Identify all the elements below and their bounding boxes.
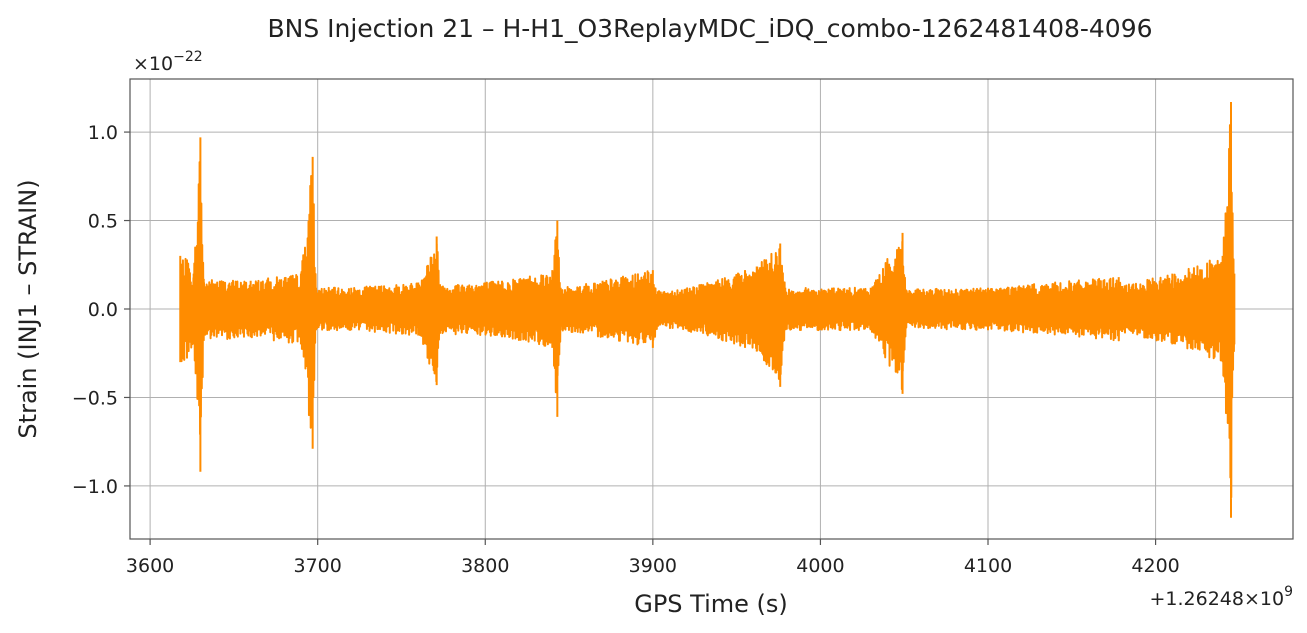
chart-title: BNS Injection 21 – H-H1_O3ReplayMDC_iDQ_…	[267, 14, 1152, 43]
y-axis-label: Strain (INJ1 – STRAIN)	[14, 179, 42, 438]
x-tick-label: 3800	[461, 555, 509, 577]
y-tick-label: −0.5	[72, 387, 118, 409]
signal-trace	[179, 102, 1236, 518]
x-offset-label: +1.26248×109	[1149, 584, 1293, 610]
x-tick-label: 3600	[126, 555, 174, 577]
x-tick-label: 4200	[1131, 555, 1179, 577]
x-tick-label: 3900	[629, 555, 677, 577]
x-tick-label: 4100	[964, 555, 1012, 577]
x-axis-label: GPS Time (s)	[634, 590, 788, 618]
y-scale-factor: ×10−22	[133, 49, 203, 75]
x-tick-label: 4000	[796, 555, 844, 577]
y-axis-ticks: 1.0 0.5 0.0 −0.5 −1.0	[72, 122, 130, 498]
x-tick-label: 3700	[294, 555, 342, 577]
x-axis-ticks: 3600 3700 3800 3900 4000 4100 4200	[126, 539, 1180, 577]
y-tick-label: 0.5	[88, 211, 118, 233]
strain-line	[179, 102, 1236, 518]
y-tick-label: 1.0	[88, 122, 118, 144]
y-tick-label: −1.0	[72, 476, 118, 498]
y-tick-label: 0.0	[88, 299, 118, 321]
